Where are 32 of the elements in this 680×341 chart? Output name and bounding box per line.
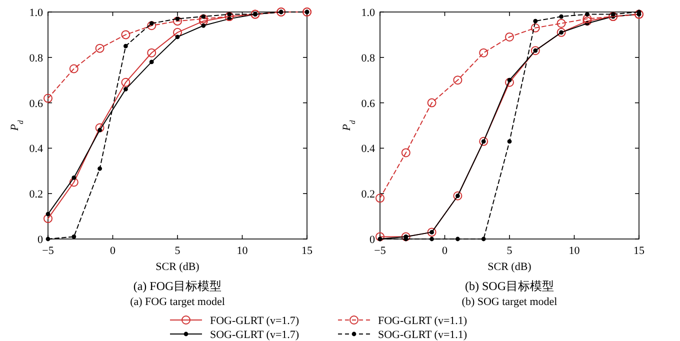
y-tick-label: 0.2 [361, 188, 375, 201]
text: (b) SOG目标模型 [465, 279, 554, 293]
x-tick-label: 10 [236, 245, 248, 257]
text: (b) SOG target model [462, 296, 558, 308]
text: (a) FOG target model [130, 296, 225, 308]
y-tick-label: 0 [38, 234, 44, 246]
y-tick-label: 0.6 [29, 98, 44, 110]
legend-label: SOG-GLRT (v=1.7) [210, 329, 300, 341]
x-tick-label: −5 [374, 245, 386, 257]
x-tick-label: 0 [110, 245, 116, 257]
x-tick-label: 5 [506, 245, 513, 257]
legend-label: SOG-GLRT (v=1.1) [378, 329, 468, 341]
y-tick-label: 0 [370, 234, 376, 246]
y-tick-label: 0.4 [361, 143, 376, 156]
y-tick-label: 0.8 [29, 52, 44, 64]
y-tick-label: 0.8 [361, 52, 376, 64]
x-tick-label: 0 [442, 245, 448, 257]
x-axis-title: SCR (dB) [156, 261, 200, 273]
x-tick-label: −5 [42, 245, 54, 257]
text: (a) FOG目标模型 [133, 279, 222, 293]
x-tick-label: 10 [568, 245, 580, 257]
x-tick-label: 15 [634, 245, 645, 257]
y-tick-label: 0.2 [29, 188, 43, 201]
y-tick-label: 0.6 [361, 98, 376, 110]
y-tick-label: 1.0 [29, 7, 44, 19]
y-tick-label: 0.4 [29, 143, 44, 156]
y-tick-label: 1.0 [361, 7, 376, 19]
x-tick-label: 15 [302, 245, 313, 257]
legend-label: FOG-GLRT (v=1.1) [378, 315, 468, 327]
x-tick-label: 5 [174, 245, 181, 257]
x-axis-title: SCR (dB) [488, 261, 532, 273]
legend-label: FOG-GLRT (v=1.7) [210, 315, 300, 327]
